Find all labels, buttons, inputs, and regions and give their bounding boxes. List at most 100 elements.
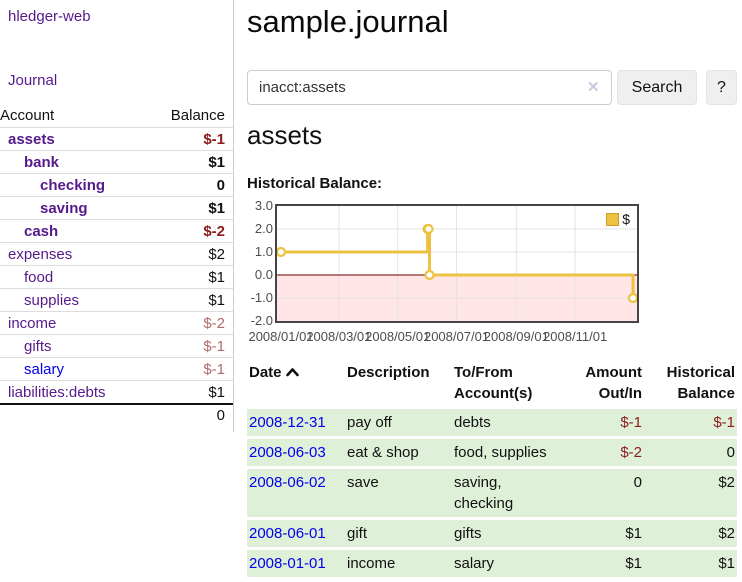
account-link-gifts[interactable]: gifts xyxy=(24,337,52,355)
account-row-bank: bank $1 xyxy=(0,150,233,173)
account-balance: $1 xyxy=(208,383,225,401)
search-bar: ✕ Search ? xyxy=(247,70,737,105)
transaction-description: eat & shop xyxy=(345,439,452,466)
search-input[interactable] xyxy=(247,70,612,105)
account-page-title: assets xyxy=(247,120,323,150)
transaction-date-link[interactable]: 2008-12-31 xyxy=(249,414,326,431)
register-row[interactable]: 2008-01-01 income salary $1 $1 xyxy=(247,550,737,577)
data-point-marker xyxy=(424,269,435,281)
account-row-food: food $1 xyxy=(0,265,233,288)
balance-column-header: Balance xyxy=(170,107,225,124)
account-balance: $1 xyxy=(208,153,225,171)
x-axis-tick-label: 2008/09/01 xyxy=(483,329,549,344)
account-balance: $1 xyxy=(208,268,225,286)
account-balance: $-1 xyxy=(203,360,225,378)
register-table: Date Description To/From Account(s) Amou… xyxy=(247,357,737,580)
date-column-header[interactable]: Date xyxy=(247,360,345,406)
account-balance: $-2 xyxy=(203,314,225,332)
transaction-date-link[interactable]: 2008-01-01 xyxy=(249,555,326,572)
account-row-checking: checking 0 xyxy=(0,173,233,196)
account-column-header: Account xyxy=(0,107,55,124)
account-link-checking[interactable]: checking xyxy=(40,176,106,194)
account-balance: $-1 xyxy=(203,337,225,355)
x-axis-tick-label: 2008/01/01 xyxy=(248,329,314,344)
account-balance: $1 xyxy=(208,291,225,309)
search-button[interactable]: Search xyxy=(617,70,697,105)
account-row-assets: assets $-1 xyxy=(0,127,233,150)
transaction-amount: $1 xyxy=(574,520,644,547)
register-row[interactable]: 2008-12-31 pay off debts $-1 $-1 xyxy=(247,409,737,436)
account-row-income: income $-2 xyxy=(0,311,233,334)
transaction-balance: 0 xyxy=(644,439,737,466)
transaction-date-link[interactable]: 2008-06-02 xyxy=(249,474,326,491)
account-row-saving: saving $1 xyxy=(0,196,233,219)
account-row-salary: salary $-1 xyxy=(0,357,233,380)
account-balance: $-2 xyxy=(203,222,225,240)
account-link-bank[interactable]: bank xyxy=(24,153,60,171)
sort-ascending-icon xyxy=(285,362,299,383)
transaction-date-link[interactable]: 2008-06-03 xyxy=(249,444,326,461)
y-axis-tick-label: -2.0 xyxy=(250,313,273,328)
account-link-supplies[interactable]: supplies xyxy=(24,291,80,309)
y-axis-tick-label: -1.0 xyxy=(250,290,273,305)
register-row[interactable]: 2008-06-01 gift gifts $1 $2 xyxy=(247,520,737,547)
transaction-amount: $-2 xyxy=(574,439,644,466)
account-link-salary[interactable]: salary xyxy=(24,360,65,378)
account-link-saving[interactable]: saving xyxy=(40,199,88,217)
date-header-label: Date xyxy=(249,364,282,381)
transaction-description: pay off xyxy=(345,409,452,436)
account-balance: 0 xyxy=(216,176,225,194)
transaction-amount: 0 xyxy=(574,469,644,517)
page-title: sample.journal xyxy=(247,4,449,39)
register-row[interactable]: 2008-06-03 eat & shop food, supplies $-2… xyxy=(247,439,737,466)
app-title-link[interactable]: hledger-web xyxy=(8,8,91,25)
y-axis-tick-label: 3.0 xyxy=(254,198,273,213)
account-table-header: Account Balance xyxy=(0,104,233,127)
transaction-description: income xyxy=(345,550,452,577)
y-axis-tick-label: 0.0 xyxy=(254,267,273,282)
transaction-balance: $2 xyxy=(644,469,737,517)
chart-plot-area xyxy=(277,206,637,321)
account-balance-table: Account Balance assets $-1 bank $1 check… xyxy=(0,104,233,426)
total-balance: 0 xyxy=(216,407,225,424)
transaction-accounts: food, supplies xyxy=(452,439,574,466)
sidebar-item-journal[interactable]: Journal xyxy=(8,72,58,89)
account-link-food[interactable]: food xyxy=(24,268,54,286)
help-button[interactable]: ? xyxy=(706,70,737,105)
account-link-income[interactable]: income xyxy=(8,314,57,332)
data-point-marker xyxy=(423,223,434,235)
account-row-cash: cash $-2 xyxy=(0,219,233,242)
balance-chart: $ 3.0 2.0 1.0 0.0 -1.0 -2.0 2008/01/01 2008/03… xyxy=(248,198,639,344)
transaction-accounts: debts xyxy=(452,409,574,436)
x-axis-tick-label: 2008/05/01 xyxy=(365,329,431,344)
legend-label: $ xyxy=(622,211,630,227)
account-link-assets[interactable]: assets xyxy=(8,130,55,148)
y-axis-tick-label: 2.0 xyxy=(254,221,273,236)
balance-column-header[interactable]: Historical Balance xyxy=(666,364,735,402)
account-balance: $-1 xyxy=(203,130,225,148)
x-axis-labels: 2008/01/01 2008/03/01 2008/05/01 2008/07/01… xyxy=(248,329,637,345)
account-balance: $2 xyxy=(208,245,225,263)
transaction-date-link[interactable]: 2008-06-01 xyxy=(249,525,326,542)
register-header-row: Date Description To/From Account(s) Amou… xyxy=(247,360,737,406)
tofrom-column-header[interactable]: To/From Account(s) xyxy=(454,364,533,402)
data-point-marker xyxy=(627,292,637,304)
chart-title: Historical Balance: xyxy=(247,175,383,192)
transaction-amount: $-1 xyxy=(574,409,644,436)
account-row-expenses: expenses $2 xyxy=(0,242,233,265)
account-link-liabilities-debts[interactable]: liabilities:debts xyxy=(8,383,106,401)
transaction-amount: $1 xyxy=(574,550,644,577)
clear-search-icon[interactable]: ✕ xyxy=(587,79,600,96)
data-point-marker xyxy=(277,246,287,258)
description-column-header[interactable]: Description xyxy=(347,364,430,381)
account-link-cash[interactable]: cash xyxy=(24,222,59,240)
account-balance: $1 xyxy=(208,199,225,217)
amount-column-header[interactable]: Amount Out/In xyxy=(585,364,642,402)
account-link-expenses[interactable]: expenses xyxy=(8,245,73,263)
account-row-gifts: gifts $-1 xyxy=(0,334,233,357)
y-axis-labels: 3.0 2.0 1.0 0.0 -1.0 -2.0 xyxy=(239,198,273,328)
account-row-liabilities-debts: liabilities:debts $1 xyxy=(0,380,233,403)
account-row-supplies: supplies $1 xyxy=(0,288,233,311)
register-row[interactable]: 2008-06-02 save saving, checking 0 $2 xyxy=(247,469,737,517)
transaction-balance: $1 xyxy=(644,550,737,577)
